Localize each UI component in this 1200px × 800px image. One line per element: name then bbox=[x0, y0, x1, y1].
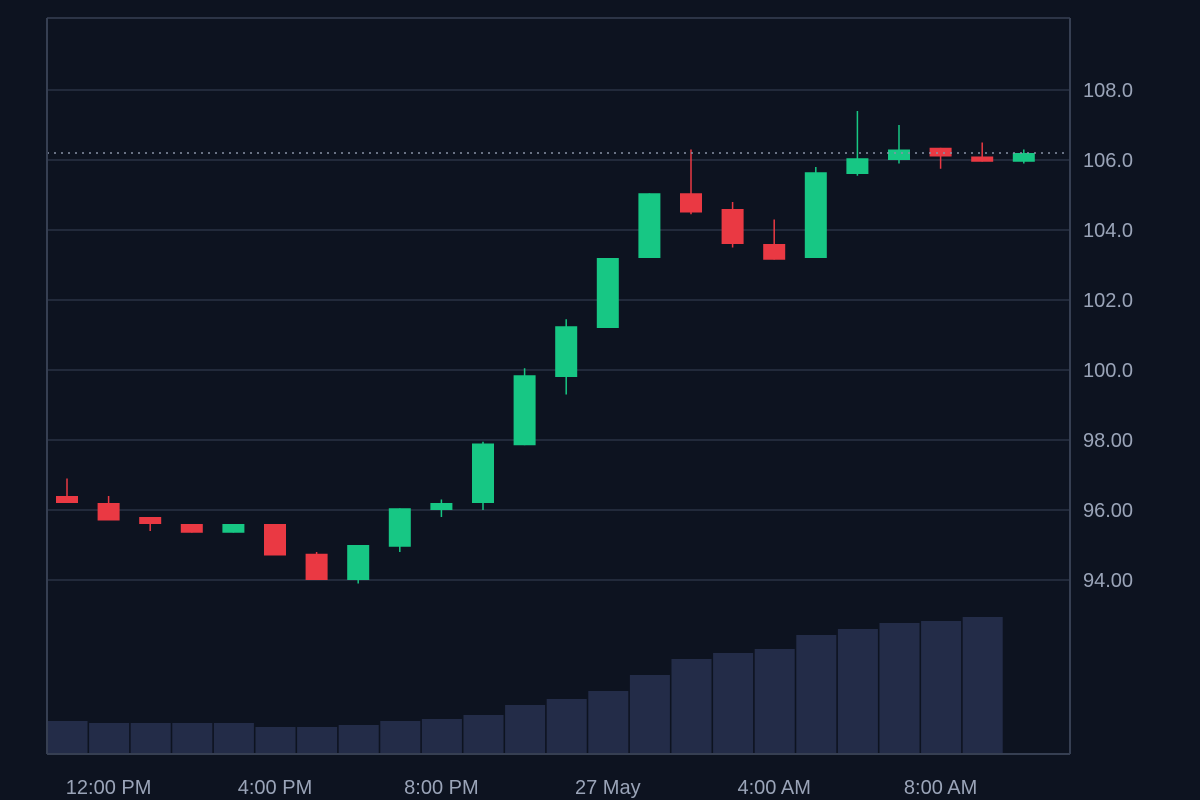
x-tick-label: 4:00 PM bbox=[238, 777, 312, 799]
candle-4 bbox=[222, 524, 245, 533]
candle-body-14 bbox=[638, 193, 661, 258]
volume-bar-13 bbox=[588, 691, 629, 754]
candle-body-0 bbox=[56, 496, 78, 503]
candle-7 bbox=[347, 545, 370, 584]
volume-bar-19 bbox=[837, 629, 878, 754]
candle-body-6 bbox=[305, 553, 328, 580]
y-tick-label: 100.0 bbox=[1083, 360, 1133, 382]
candle-20 bbox=[888, 125, 910, 164]
candle-13 bbox=[596, 258, 619, 328]
volume-bar-9 bbox=[421, 719, 462, 754]
candle-body-9 bbox=[430, 503, 453, 510]
volume-bar-8 bbox=[380, 721, 421, 754]
volume-bar-21 bbox=[921, 621, 962, 754]
y-tick-label: 98.00 bbox=[1083, 430, 1133, 452]
volume-bar-0 bbox=[47, 721, 88, 754]
candle-body-7 bbox=[347, 545, 370, 580]
volume-bar-4 bbox=[213, 723, 254, 754]
y-tick-label: 106.0 bbox=[1083, 150, 1133, 172]
candle-body-20 bbox=[888, 149, 910, 160]
volume-bar-20 bbox=[879, 623, 920, 754]
candle-body-3 bbox=[180, 524, 203, 533]
volume-bar-14 bbox=[629, 675, 670, 754]
volume-bar-18 bbox=[796, 635, 837, 754]
y-tick-label: 108.0 bbox=[1083, 80, 1133, 102]
y-tick-label: 96.00 bbox=[1083, 500, 1133, 522]
candle-body-10 bbox=[472, 443, 494, 503]
candle-body-23 bbox=[1012, 153, 1035, 162]
candle-body-21 bbox=[929, 147, 952, 157]
candle-22 bbox=[971, 142, 994, 162]
volume-bar-16 bbox=[713, 653, 754, 754]
volume-bar-11 bbox=[505, 705, 546, 754]
candle-9 bbox=[430, 499, 453, 517]
candle-15 bbox=[680, 149, 702, 215]
candle-1 bbox=[97, 496, 120, 521]
candle-6 bbox=[305, 552, 328, 580]
volume-bar-5 bbox=[255, 727, 296, 754]
candle-body-16 bbox=[721, 209, 744, 244]
candle-body-22 bbox=[971, 156, 994, 162]
x-tick-label: 8:00 PM bbox=[404, 777, 478, 799]
candles bbox=[56, 111, 1035, 584]
volume-bar-1 bbox=[89, 723, 130, 754]
candle-11 bbox=[513, 368, 536, 446]
volume-bar-6 bbox=[297, 727, 338, 754]
volume-bar-15 bbox=[671, 659, 712, 754]
candle-3 bbox=[180, 524, 203, 533]
candle-body-17 bbox=[763, 244, 786, 260]
candle-body-15 bbox=[680, 193, 702, 213]
candle-16 bbox=[721, 202, 744, 248]
candle-body-13 bbox=[596, 258, 619, 328]
candle-21 bbox=[929, 147, 952, 169]
y-tick-label: 94.00 bbox=[1083, 570, 1133, 592]
candle-18 bbox=[804, 167, 827, 258]
candle-0 bbox=[56, 478, 78, 503]
candle-8 bbox=[388, 508, 411, 552]
time-axis: 12:00 PM 4:00 PM 8:00 PM 27 May 4:00 AM 8:00 … bbox=[66, 777, 977, 799]
x-tick-label: 27 May bbox=[575, 777, 641, 799]
candle-body-12 bbox=[555, 326, 578, 377]
volume-bar-3 bbox=[172, 723, 213, 754]
candle-body-5 bbox=[264, 524, 286, 556]
volume-bar-22 bbox=[962, 617, 1003, 754]
volume-bar-10 bbox=[463, 715, 504, 754]
x-tick-label: 12:00 PM bbox=[66, 777, 152, 799]
candle-19 bbox=[846, 111, 869, 176]
candle-body-11 bbox=[513, 375, 536, 446]
candle-23 bbox=[1012, 149, 1035, 164]
candle-body-8 bbox=[388, 508, 411, 547]
candle-14 bbox=[638, 193, 661, 258]
candle-2 bbox=[139, 517, 162, 531]
candle-body-1 bbox=[97, 503, 120, 521]
candle-12 bbox=[555, 319, 578, 395]
price-axis: 108.0 106.0 104.0 102.0 100.0 98.00 96.00 94.00 bbox=[1083, 80, 1133, 592]
candle-10 bbox=[472, 441, 494, 510]
volume-bar-12 bbox=[546, 699, 587, 754]
x-tick-label: 8:00 AM bbox=[904, 777, 977, 799]
candle-17 bbox=[763, 219, 786, 260]
y-tick-label: 104.0 bbox=[1083, 220, 1133, 242]
candle-body-2 bbox=[139, 517, 162, 524]
chart-frame bbox=[46, 18, 1071, 755]
candle-body-19 bbox=[846, 158, 869, 174]
volume-bar-2 bbox=[130, 723, 171, 754]
y-tick-label: 102.0 bbox=[1083, 290, 1133, 312]
candle-body-18 bbox=[804, 172, 827, 258]
candle-body-4 bbox=[222, 524, 245, 533]
volume-bars bbox=[47, 617, 1003, 754]
volume-bar-7 bbox=[338, 725, 379, 754]
x-tick-label: 4:00 AM bbox=[738, 777, 811, 799]
volume-bar-17 bbox=[754, 649, 795, 754]
candle-5 bbox=[264, 524, 286, 556]
